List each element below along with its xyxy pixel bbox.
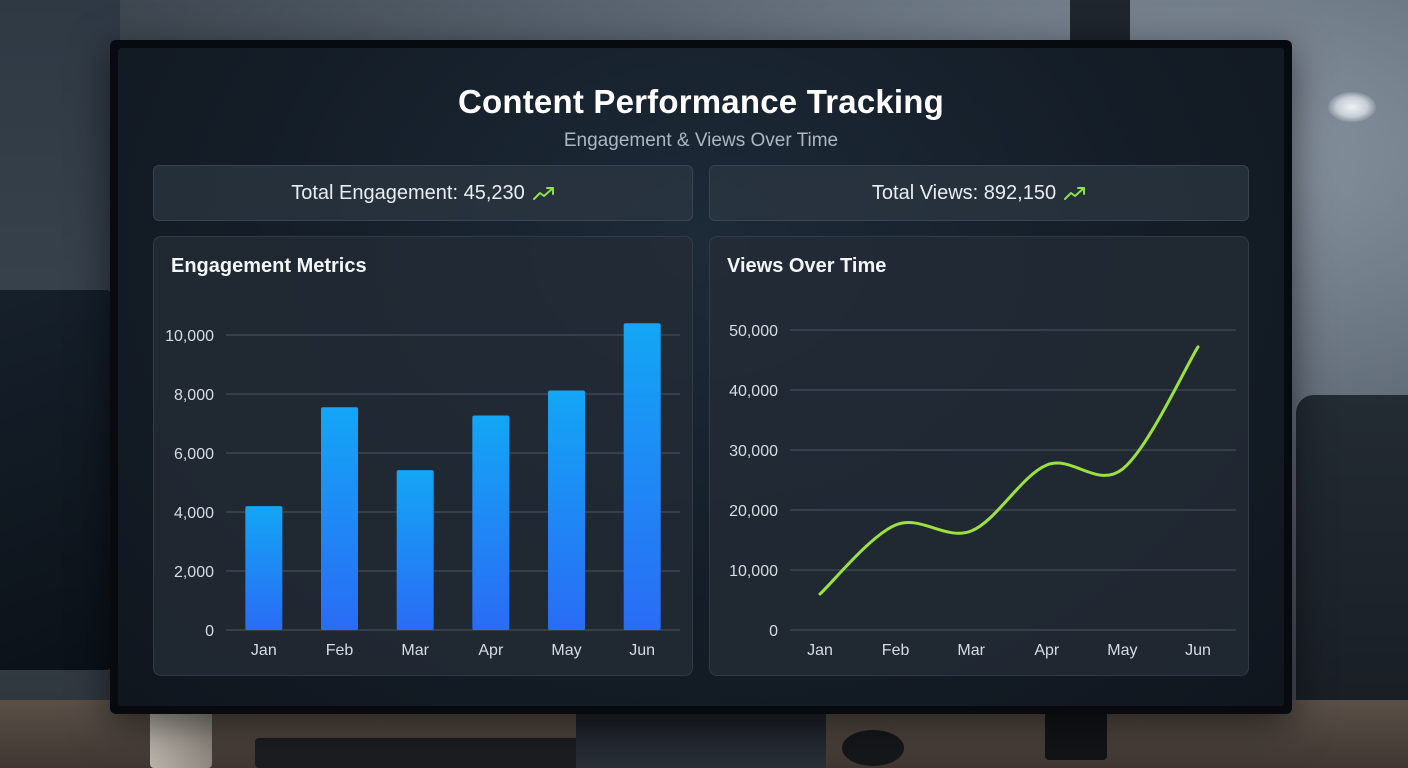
x-tick-label: May: [1107, 642, 1137, 659]
views-line-chart: 0 10,000 20,000 30,000 40,000 50,000 Jan Feb Mar…: [729, 323, 1236, 659]
x-tick-label: Mar: [957, 642, 985, 659]
trend-up-icon: [1064, 187, 1086, 200]
y-tick-label: 10,000: [729, 563, 778, 580]
y-tick-label: 4,000: [174, 505, 214, 522]
y-tick-label: 2,000: [174, 564, 214, 581]
bar-jun[interactable]: [623, 323, 661, 630]
x-tick-label: Apr: [478, 642, 504, 659]
cup: [150, 706, 212, 768]
engagement-chart-title: Engagement Metrics: [171, 255, 367, 277]
kpi-total-engagement[interactable]: Total Engagement: 45,230: [153, 165, 693, 221]
engagement-chart-card: Engagement Metrics 0 2,000 4,000 6,000 8,000…: [153, 236, 693, 676]
views-chart-title: Views Over Time: [727, 255, 887, 277]
dashboard-title: Content Performance Tracking: [457, 83, 945, 120]
keyboard: [255, 738, 585, 768]
bar-mar[interactable]: [396, 470, 434, 630]
y-tick-label: 20,000: [729, 503, 778, 520]
views-series-line[interactable]: [818, 345, 1200, 596]
x-tick-label: Feb: [882, 642, 910, 659]
background-pillar: [1070, 0, 1130, 42]
bar-jan[interactable]: [245, 506, 283, 630]
background-monitor: [0, 290, 112, 670]
x-tick-label: Feb: [326, 642, 354, 659]
bar-may[interactable]: [548, 390, 585, 630]
x-tick-label: Jun: [629, 642, 655, 659]
kpi-total-views[interactable]: Total Views: 892,150: [709, 165, 1249, 221]
y-tick-label: 0: [769, 623, 778, 640]
ceiling-lamp: [1328, 92, 1376, 122]
x-tick-label: Jan: [251, 642, 277, 659]
y-tick-label: 10,000: [165, 328, 214, 345]
y-tick-label: 30,000: [729, 443, 778, 460]
trend-up-icon: [532, 187, 554, 200]
bar-feb[interactable]: [321, 407, 358, 630]
x-tick-label: Apr: [1034, 642, 1060, 659]
kpi-views-label: Total Views: 892,150: [871, 181, 1057, 204]
x-tick-label: May: [551, 642, 581, 659]
dashboard-subtitle: Engagement & Views Over Time: [563, 130, 839, 151]
y-tick-label: 8,000: [174, 387, 214, 404]
y-tick-label: 6,000: [174, 446, 214, 463]
mouse: [842, 730, 904, 766]
y-tick-label: 0: [205, 623, 214, 640]
dashboard-screen: Content Performance Tracking Engagement …: [118, 48, 1284, 706]
monitor: Content Performance Tracking Engagement …: [110, 40, 1292, 714]
kpi-engagement-label: Total Engagement: 45,230: [291, 181, 525, 204]
engagement-bar-chart: 0 2,000 4,000 6,000 8,000 10,000 Jan Feb Mar Apr M…: [165, 323, 680, 659]
bar-apr[interactable]: [472, 415, 510, 630]
views-chart-card: Views Over Time 0 10,000 20,000 30,000 40,00…: [709, 236, 1249, 676]
y-tick-label: 40,000: [729, 383, 778, 400]
y-tick-label: 50,000: [729, 323, 778, 340]
x-tick-label: Mar: [401, 642, 429, 659]
x-tick-label: Jan: [807, 642, 833, 659]
x-tick-label: Jun: [1185, 642, 1211, 659]
monitor-stand: [576, 712, 826, 768]
